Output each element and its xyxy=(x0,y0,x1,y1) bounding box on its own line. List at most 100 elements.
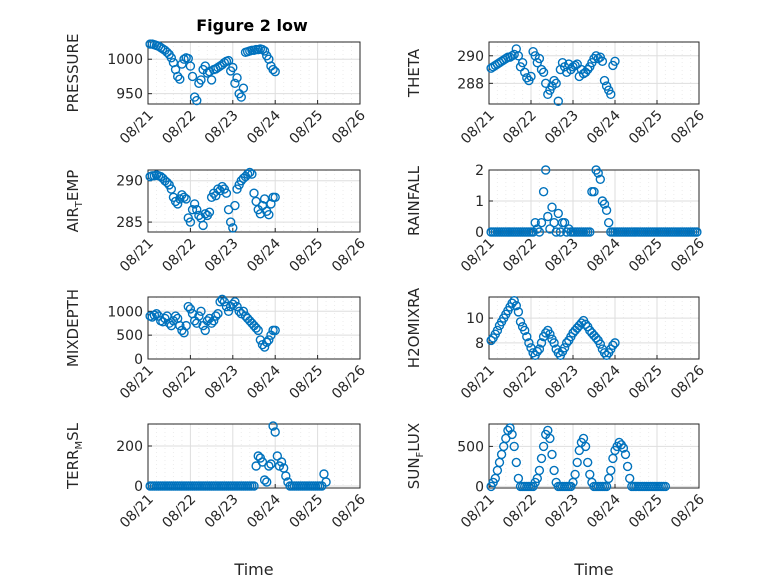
data-point xyxy=(262,477,272,487)
y-tick-label: 285 xyxy=(116,215,143,231)
data-point xyxy=(536,64,547,75)
data-point xyxy=(228,223,238,233)
data-point xyxy=(534,344,545,354)
x-tick-label: 08/21 xyxy=(117,236,157,276)
axes-box xyxy=(488,41,700,105)
data-point xyxy=(206,75,217,85)
data-point xyxy=(553,208,563,219)
data-point xyxy=(192,95,202,106)
data-point xyxy=(583,64,593,75)
data-point xyxy=(266,459,276,469)
y-tick-label: 500 xyxy=(457,439,484,455)
data-point xyxy=(538,441,549,452)
y-tick-label: 950 xyxy=(116,87,143,103)
data-point xyxy=(524,338,534,348)
data-point xyxy=(175,320,185,331)
y-tick-label: 2 xyxy=(475,163,484,179)
data-point xyxy=(236,92,246,102)
data-point xyxy=(580,319,591,329)
y-tick-label: 8 xyxy=(475,336,484,352)
x-tick-label: 08/26 xyxy=(329,107,369,147)
data-point xyxy=(219,297,230,307)
data-point xyxy=(166,184,177,194)
figure-title: Figure 2 low xyxy=(196,16,308,35)
y-axis-label: TERRMSL xyxy=(64,422,85,490)
panel-rainfall: 0 1 2 08/21 08/22 08/23 08/24 08/25 08/26 RAINFAL… xyxy=(405,163,708,275)
axes-box xyxy=(147,41,361,105)
data-point xyxy=(253,325,263,336)
data-point xyxy=(522,331,532,342)
data-point xyxy=(223,55,234,66)
data-point xyxy=(599,75,610,86)
data-point xyxy=(545,433,555,444)
y-tick-label: 0 xyxy=(475,479,484,495)
data-point xyxy=(172,199,183,209)
data-point xyxy=(259,194,270,204)
data-point xyxy=(179,54,189,64)
axes-box xyxy=(488,296,700,360)
data-point xyxy=(172,71,183,82)
data-point xyxy=(270,427,280,437)
x-tick-label: 08/21 xyxy=(458,108,498,148)
data-point xyxy=(580,441,591,452)
data-point xyxy=(268,64,278,75)
data-point xyxy=(660,481,671,492)
y-tick-label: 290 xyxy=(116,174,143,190)
data-point xyxy=(517,57,528,68)
data-point xyxy=(520,67,530,78)
data-point xyxy=(238,83,249,93)
x-tick-label: 08/23 xyxy=(542,363,582,403)
data-point xyxy=(270,325,280,336)
x-tick-label: 08/26 xyxy=(329,491,369,531)
data-point xyxy=(530,217,540,228)
data-point xyxy=(538,186,549,197)
y-tick-label: 200 xyxy=(116,439,143,455)
plot-area xyxy=(147,296,361,360)
data-point xyxy=(511,300,521,311)
data-point xyxy=(589,53,599,64)
data-point xyxy=(492,325,503,336)
data-point xyxy=(599,199,610,209)
data-point xyxy=(549,338,559,348)
x-tick-label: 08/26 xyxy=(668,362,708,402)
data-point xyxy=(223,204,234,215)
x-tick-label: 08/26 xyxy=(668,491,708,531)
data-point xyxy=(541,328,551,338)
data-point xyxy=(601,350,612,360)
x-tick-label: 08/22 xyxy=(500,363,540,403)
data-point xyxy=(513,51,524,61)
data-point xyxy=(547,449,557,460)
data-point xyxy=(232,73,242,83)
data-point xyxy=(259,46,270,56)
x-tick-label: 08/22 xyxy=(500,492,540,532)
data-point xyxy=(166,53,177,63)
data-point xyxy=(606,465,616,476)
data-point xyxy=(549,465,559,476)
axes-box xyxy=(147,296,361,360)
x-tick-label: 08/24 xyxy=(584,107,624,147)
data-point xyxy=(181,320,191,331)
data-point xyxy=(194,311,204,321)
data-point xyxy=(206,318,217,328)
data-point xyxy=(692,227,702,237)
data-point xyxy=(591,333,601,343)
data-point xyxy=(196,306,206,317)
data-point xyxy=(198,220,208,231)
y-tick-label: 10 xyxy=(466,311,484,327)
data-point xyxy=(597,56,608,66)
data-point xyxy=(513,307,524,317)
data-point xyxy=(276,457,287,467)
data-point xyxy=(536,217,547,228)
data-point xyxy=(585,227,595,237)
y-tick-label: 288 xyxy=(457,76,484,92)
data-point xyxy=(185,217,196,227)
x-tick-label: 08/24 xyxy=(244,491,284,531)
data-point xyxy=(175,74,185,84)
data-point xyxy=(534,53,545,64)
y-axis-label: H2OMIXRA xyxy=(405,287,423,368)
y-axis-label: RAINFALL xyxy=(405,165,423,236)
x-tick-label: 08/23 xyxy=(202,108,242,148)
x-axis-label: Time xyxy=(573,560,613,579)
x-tick-label: 08/23 xyxy=(542,492,582,532)
x-tick-label: 08/24 xyxy=(584,235,624,275)
